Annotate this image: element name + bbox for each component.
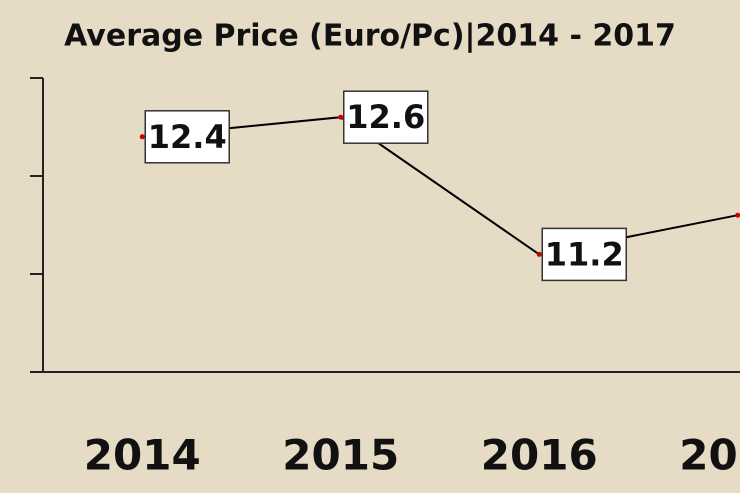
marker <box>536 251 542 257</box>
marker <box>735 212 740 218</box>
x-tick-label: 2015 <box>282 431 399 480</box>
chart-title: Average Price (Euro/Pc)|2014 - 2017 <box>64 19 676 54</box>
x-tick-label: 2016 <box>481 431 598 480</box>
data-label: 11.2 <box>545 235 624 273</box>
data-label: 12.4 <box>148 118 227 156</box>
data-label-box <box>541 227 627 282</box>
x-tick-label: 2017 <box>679 431 740 480</box>
line <box>142 116 738 256</box>
marker <box>139 134 145 140</box>
data-label-box <box>343 90 429 144</box>
x-tick-label: 2014 <box>84 431 201 480</box>
marker <box>338 114 344 120</box>
data-label: 12.6 <box>346 98 425 136</box>
data-label-box <box>144 110 230 164</box>
